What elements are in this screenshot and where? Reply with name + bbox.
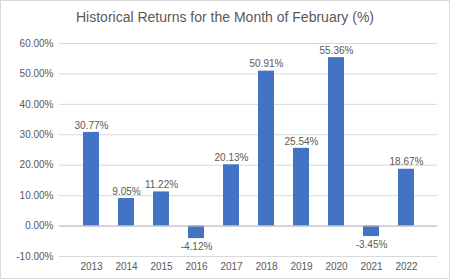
svg-text:10.00%: 10.00% (20, 190, 54, 201)
svg-text:2020: 2020 (325, 261, 348, 272)
svg-text:2018: 2018 (255, 261, 278, 272)
svg-text:2022: 2022 (395, 261, 418, 272)
svg-text:2019: 2019 (290, 261, 313, 272)
svg-text:0.00%: 0.00% (25, 220, 53, 231)
svg-text:9.05%: 9.05% (112, 186, 140, 197)
svg-text:-4.12%: -4.12% (181, 241, 213, 252)
svg-text:2013: 2013 (80, 261, 103, 272)
svg-text:2015: 2015 (150, 261, 173, 272)
svg-text:50.91%: 50.91% (250, 58, 284, 69)
svg-text:30.00%: 30.00% (20, 129, 54, 140)
svg-text:2016: 2016 (185, 261, 208, 272)
svg-text:2017: 2017 (220, 261, 243, 272)
svg-text:50.00%: 50.00% (20, 68, 54, 79)
svg-text:55.36%: 55.36% (320, 45, 354, 56)
svg-text:2014: 2014 (115, 261, 138, 272)
svg-text:25.54%: 25.54% (285, 136, 319, 147)
html-text:Historical Returns for the Mon: Historical Returns for the Month of Febr… (76, 9, 374, 25)
svg-text:20.13%: 20.13% (215, 152, 249, 163)
svg-text:-3.45%: -3.45% (356, 239, 388, 250)
svg-text:60.00%: 60.00% (20, 38, 54, 49)
svg-text:2021: 2021 (360, 261, 383, 272)
svg-text:18.67%: 18.67% (390, 156, 424, 167)
svg-text:30.77%: 30.77% (75, 120, 109, 131)
svg-text:40.00%: 40.00% (20, 99, 54, 110)
svg-text:11.22%: 11.22% (145, 179, 178, 190)
svg-text:-10.00%: -10.00% (16, 251, 53, 262)
svg-text:20.00%: 20.00% (20, 159, 54, 170)
